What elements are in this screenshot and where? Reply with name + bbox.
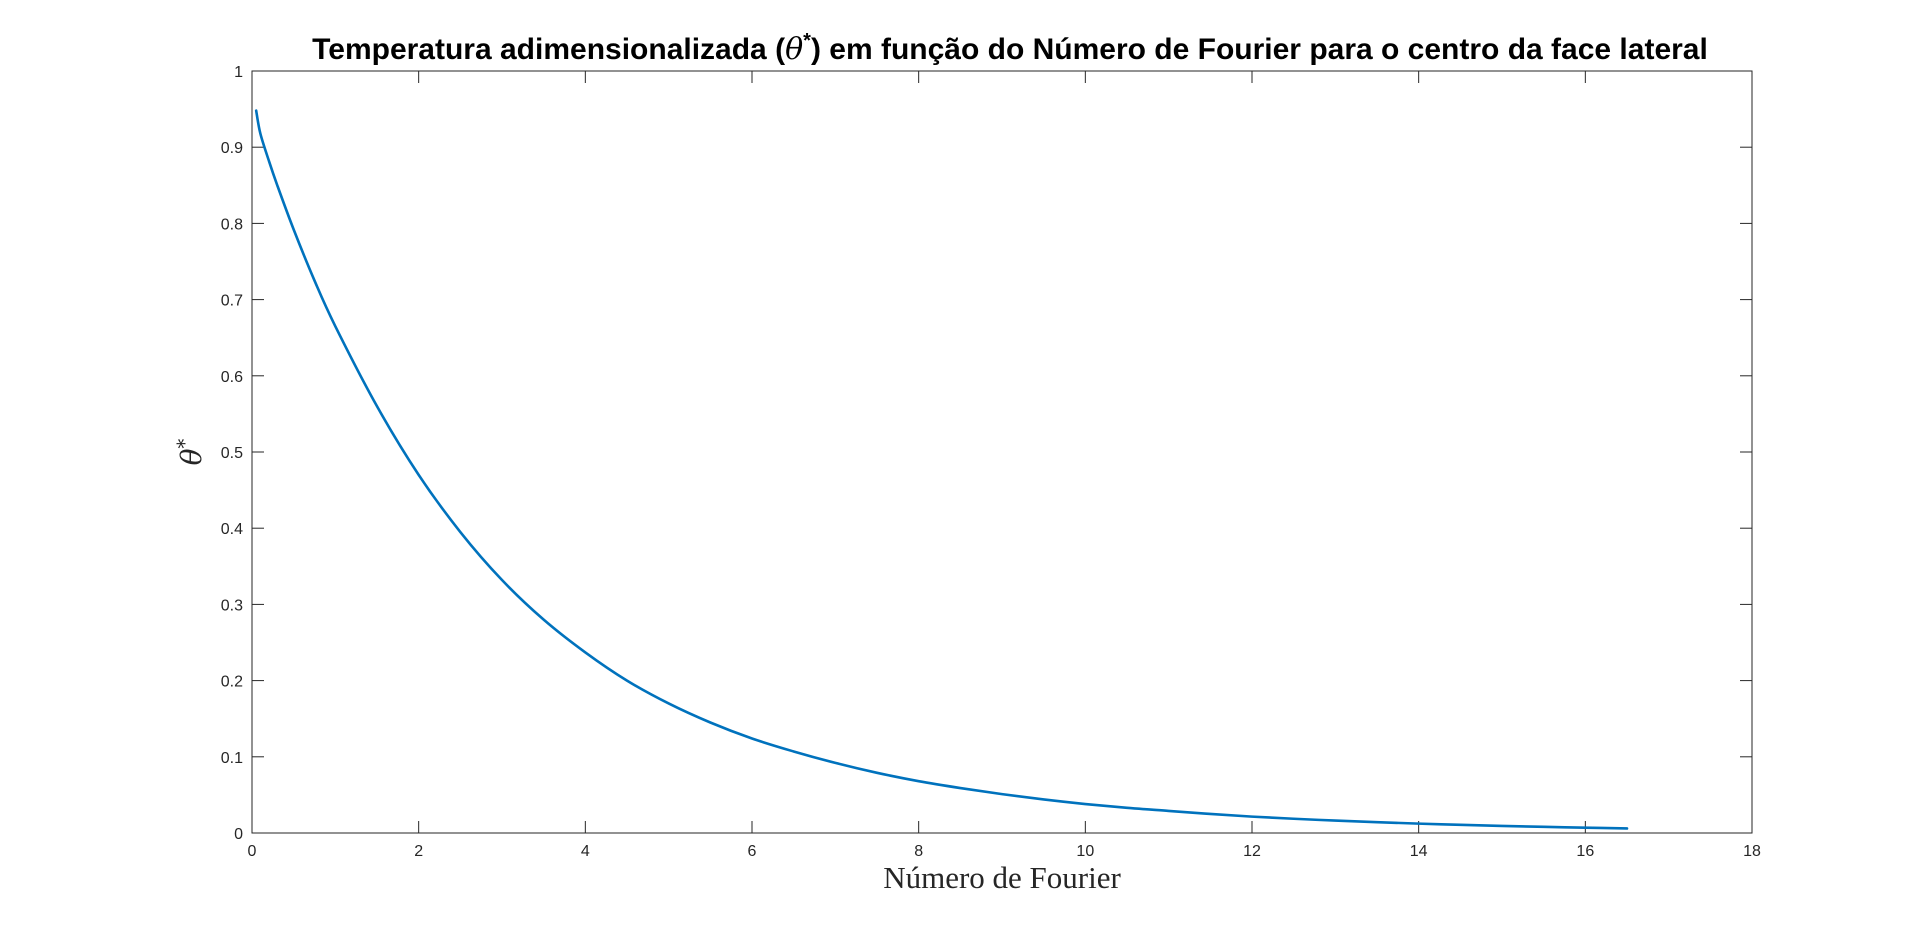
y-axis-label: θ* <box>172 439 208 466</box>
y-axis-label-group: θ* <box>172 439 208 466</box>
x-tick-label: 16 <box>1576 843 1594 860</box>
chart-title: Temperatura adimensionalizada (θ*) em fu… <box>312 30 1708 67</box>
x-tick-label: 12 <box>1243 843 1261 860</box>
y-tick-label: 0.3 <box>221 597 243 614</box>
y-axis-label-symbol: θ <box>175 448 208 465</box>
y-tick-label: 0 <box>234 826 243 843</box>
y-tick-label: 1 <box>234 64 243 81</box>
chart-title-prefix: Temperatura adimensionalizada ( <box>312 33 785 66</box>
x-axis-ticks: 0 2 4 6 8 10 12 14 16 18 <box>248 71 1761 860</box>
x-tick-label: 18 <box>1743 843 1761 860</box>
chart-title-symbol: θ <box>785 32 803 67</box>
y-tick-label: 0.4 <box>221 521 243 538</box>
plot-area: 0 2 4 6 8 10 12 14 16 18 0 0.1 0.2 0.3 0.4 0.5 0.6 0.7 0.… <box>221 64 1761 860</box>
x-tick-label: 8 <box>914 843 923 860</box>
x-axis-label: Número de Fourier <box>883 860 1121 895</box>
y-tick-label: 0.1 <box>221 750 243 767</box>
y-axis-ticks: 0 0.1 0.2 0.3 0.4 0.5 0.6 0.7 0.8 0.9 1 <box>221 64 1752 843</box>
x-tick-label: 2 <box>414 843 423 860</box>
x-tick-label: 0 <box>248 843 257 860</box>
y-tick-label: 0.9 <box>221 140 243 157</box>
x-tick-label: 14 <box>1410 843 1428 860</box>
y-tick-label: 0.2 <box>221 674 243 691</box>
y-tick-label: 0.6 <box>221 369 243 386</box>
chart-title-superscript: * <box>803 30 811 52</box>
y-tick-label: 0.5 <box>221 445 243 462</box>
chart-title-suffix: ) em função do Número de Fourier para o … <box>811 33 1708 66</box>
y-tick-label: 0.8 <box>221 216 243 233</box>
x-tick-label: 6 <box>748 843 757 860</box>
y-axis-label-superscript: * <box>172 439 196 449</box>
series-line <box>254 109 1629 830</box>
x-tick-label: 4 <box>581 843 590 860</box>
x-tick-label: 10 <box>1076 843 1094 860</box>
y-tick-label: 0.7 <box>221 293 243 310</box>
